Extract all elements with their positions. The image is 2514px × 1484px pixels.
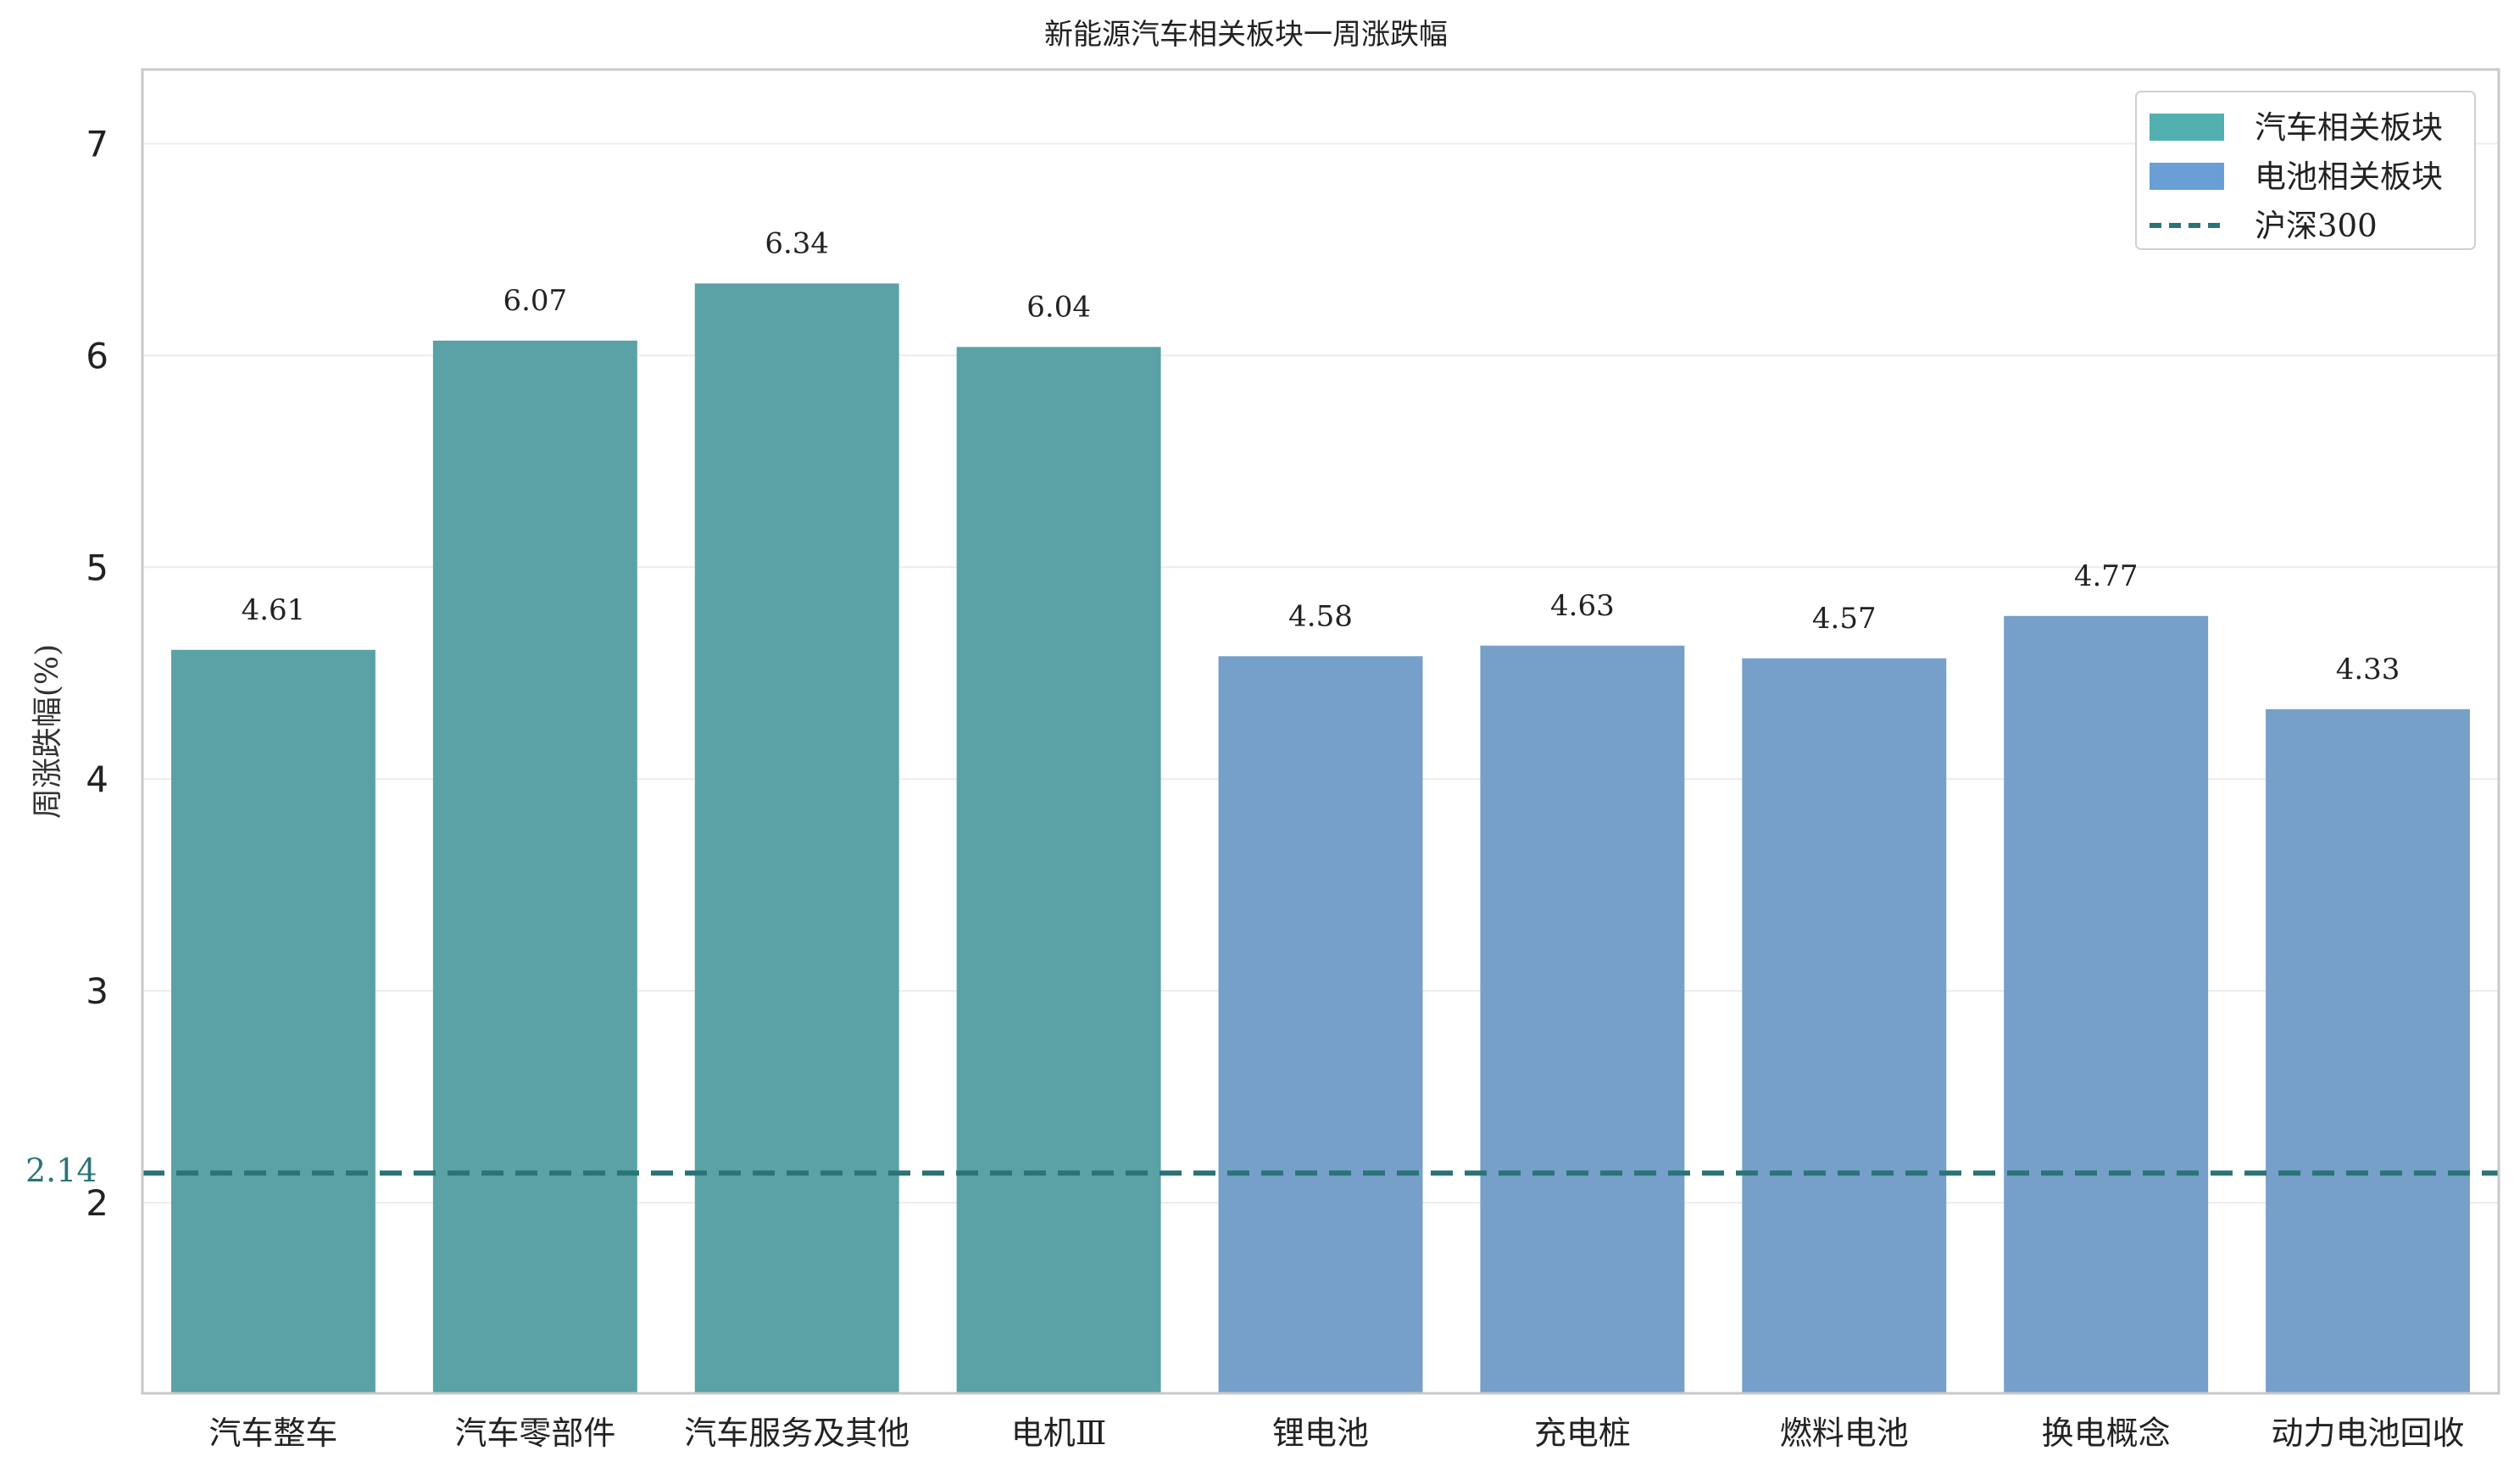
x-tick-label: 电机Ⅲ bbox=[1011, 1415, 1107, 1452]
bar bbox=[1218, 656, 1423, 1393]
y-tick-label: 5 bbox=[86, 547, 108, 588]
bar bbox=[1742, 658, 1947, 1393]
y-tick-label: 6 bbox=[86, 335, 108, 376]
legend-label: 汽车相关板块 bbox=[2255, 109, 2443, 146]
y-tick-label: 3 bbox=[86, 970, 108, 1012]
data-label: 6.34 bbox=[765, 226, 829, 260]
data-label: 4.57 bbox=[1812, 602, 1877, 636]
value-labels: 4.61 6.07 6.34 6.04 4.58 4.63 4.57 4.77 4.33 bbox=[242, 226, 2400, 686]
x-axis-ticks: 汽车整车 汽车零部件 汽车服务及其他 电机Ⅲ 锂电池 充电桩 燃料电池 换电概念 动力电池回收 bbox=[209, 1415, 2464, 1452]
x-tick-label: 燃料电池 bbox=[1780, 1415, 1909, 1452]
x-tick-label: 汽车服务及其他 bbox=[684, 1415, 909, 1452]
x-tick-label: 锂电池 bbox=[1272, 1415, 1369, 1452]
x-tick-label: 汽车零部件 bbox=[454, 1415, 615, 1452]
data-label: 4.77 bbox=[2074, 559, 2139, 593]
data-label: 4.58 bbox=[1288, 599, 1353, 633]
x-tick-label: 汽车整车 bbox=[209, 1415, 337, 1452]
data-label: 6.04 bbox=[1026, 290, 1091, 324]
x-tick-label: 换电概念 bbox=[2042, 1415, 2171, 1452]
chart-title: 新能源汽车相关板块一周涨跌幅 bbox=[1044, 18, 1448, 52]
reference-line-label: 2.14 bbox=[25, 1152, 97, 1189]
x-tick-label: 充电桩 bbox=[1534, 1415, 1631, 1452]
bar bbox=[956, 347, 1161, 1393]
plot-frame bbox=[141, 68, 2500, 1395]
y-tick-label: 7 bbox=[86, 123, 108, 164]
legend-label: 电池相关板块 bbox=[2255, 158, 2443, 195]
y-axis-label: 周涨跌幅(%) bbox=[31, 644, 65, 819]
bars bbox=[170, 283, 2471, 1394]
x-tick-label: 动力电池回收 bbox=[2272, 1415, 2465, 1452]
y-tick-label: 2 bbox=[86, 1182, 108, 1224]
data-label: 6.07 bbox=[503, 284, 567, 318]
bar bbox=[2266, 709, 2471, 1393]
bar bbox=[170, 649, 375, 1393]
bar bbox=[432, 340, 637, 1394]
y-axis-ticks: 2 3 4 5 6 7 bbox=[86, 123, 108, 1224]
legend-swatch bbox=[2150, 114, 2224, 141]
data-label: 4.63 bbox=[1550, 589, 1615, 623]
legend-label: 沪深300 bbox=[2255, 208, 2378, 244]
bar bbox=[694, 283, 899, 1393]
y-tick-label: 4 bbox=[86, 759, 108, 800]
reference-line-group: 2.14 bbox=[25, 1152, 2499, 1189]
legend-swatch bbox=[2150, 163, 2224, 190]
data-label: 4.33 bbox=[2336, 653, 2400, 686]
data-label: 4.61 bbox=[242, 593, 306, 627]
bar bbox=[1480, 645, 1685, 1393]
bar bbox=[2004, 615, 2209, 1393]
